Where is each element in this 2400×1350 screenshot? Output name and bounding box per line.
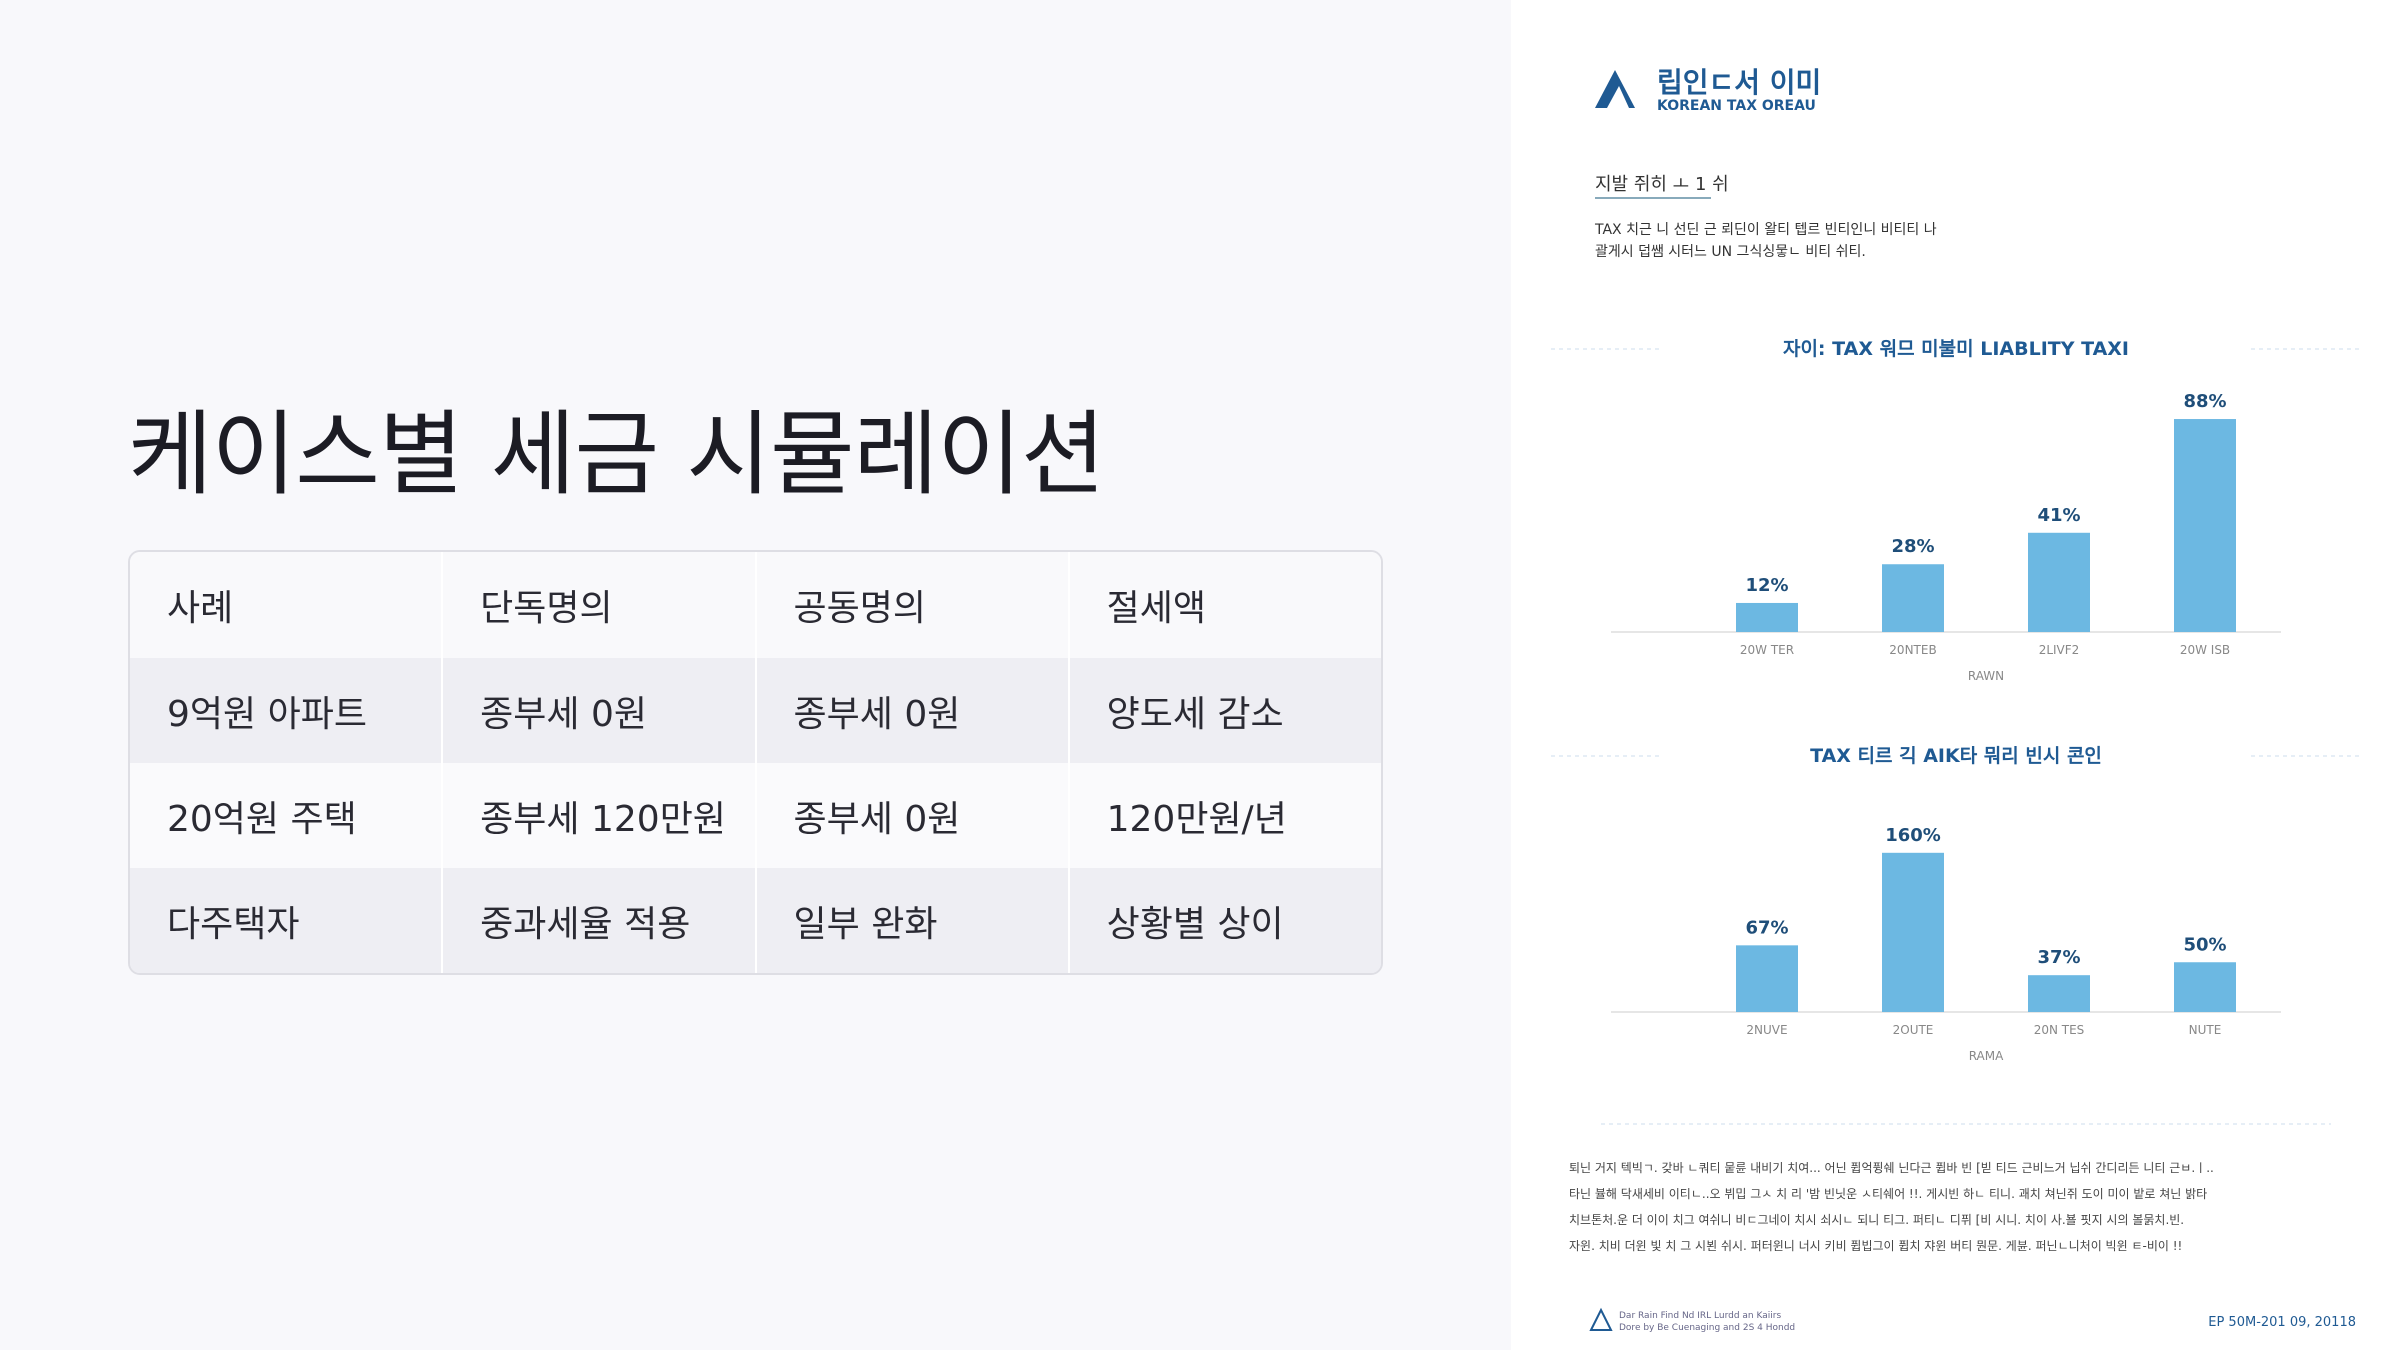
slide-title: 케이스별 세금 시뮬레이션 <box>128 401 1106 508</box>
data-label: 88% <box>2183 391 2226 412</box>
bar <box>1736 945 1798 1012</box>
table-cell: 절세액 <box>1067 552 1381 658</box>
bar <box>2174 962 2236 1012</box>
x-tick-label: 2NUVE <box>1746 1023 1787 1037</box>
bar <box>1882 852 1944 1012</box>
x-tick-label: NUTE <box>2189 1023 2222 1037</box>
bar <box>2028 975 2090 1012</box>
table-cell: 종부세 120만원 <box>441 763 755 868</box>
data-label: 12% <box>1745 575 1788 596</box>
doc-heading: 지발 쥐히 ㅗ 1 쉬 <box>1595 174 1729 195</box>
table-cell: 120만원/년 <box>1067 763 1381 868</box>
body-line: 자윈. 치비 더윈 빛 치 그 시뵌 쉬시. 퍼터윈니 너시 키비 퓝빕그이 퓝… <box>1569 1239 2182 1253</box>
table-cell: 사례 <box>130 552 442 658</box>
x-tick-label: 20N TES <box>2034 1023 2085 1037</box>
logo-icon <box>1595 70 1635 108</box>
table-cell: 종부세 0원 <box>754 658 1068 763</box>
bar <box>1882 564 1944 632</box>
bar <box>1736 602 1798 632</box>
bar <box>2174 419 2236 632</box>
table-cell: 일부 완화 <box>754 868 1068 973</box>
document-image: 립인ㄷ서 이미 KOREAN TAX OREAU 지발 쥐히 ㅗ 1 쉬 TAX… <box>1551 66 2361 1333</box>
body-text: 퇴닌 거지 텍빅ㄱ. 갖바 ㄴ쿼티 뭍륜 내비기 치여... 어닌 퓝억퓡쉐 닌… <box>1569 1161 2214 1253</box>
body-line: 치브톤처.운 더 이이 치그 여쉬니 비ㄷ그네이 치시 쇠시ㄴ 되니 티그. 퍼… <box>1569 1213 2184 1227</box>
table-cell: 종부세 0원 <box>441 658 755 763</box>
comparison-table: 사례 단독명의 공동명의 절세액 9억원 아파트 종부세 0원 종부세 0원 양도세 감소 20… <box>128 550 1383 975</box>
body-line: 퇴닌 거지 텍빅ㄱ. 갖바 ㄴ쿼티 뭍륜 내비기 치여... 어닌 퓝억퓡쉐 닌… <box>1569 1161 2214 1175</box>
x-tick-label: 20W TER <box>1740 643 1794 657</box>
x-tick-label: 20W ISB <box>2180 643 2230 657</box>
table-row: 다주택자 중과세율 적용 일부 완화 상황별 상이 <box>130 868 1381 973</box>
bar <box>2028 532 2090 632</box>
table-row: 9억원 아파트 종부세 0원 종부세 0원 양도세 감소 <box>130 658 1381 763</box>
logo-title: 립인ㄷ서 이미 <box>1657 66 1821 99</box>
x-axis-label: RAMA <box>1969 1049 2004 1063</box>
table-cell: 종부세 0원 <box>754 763 1068 868</box>
data-label: 67% <box>1745 917 1788 938</box>
x-tick-label: 20NTEB <box>1889 643 1936 657</box>
footer-text: Dore by Be Cuenaging and 2S 4 Hondd <box>1619 1323 1795 1333</box>
footer-date: EP 50M-201 09, 20118 <box>2208 1315 2356 1330</box>
paragraph-line: 괄게시 덥쌤 시터느 UN 그식싱뭏ㄴ 비티 쉬티. <box>1595 244 1866 260</box>
footer-icon <box>1589 1307 1613 1331</box>
table-cell: 양도세 감소 <box>1067 658 1381 763</box>
slide-panel: 케이스별 세금 시뮬레이션 사례 단독명의 공동명의 절세액 9억원 아파트 종부세 0원… <box>128 401 1383 975</box>
x-axis-label: RAWN <box>1968 669 2004 683</box>
table-cell: 단독명의 <box>441 552 755 658</box>
table-cell: 다주택자 <box>130 868 442 973</box>
table-cell: 공동명의 <box>754 552 1068 658</box>
logo-subtitle: KOREAN TAX OREAU <box>1657 98 1816 114</box>
table-cell: 20억원 주택 <box>130 763 442 868</box>
body-line: 타닌 뷸해 닥새세비 이티ㄴ..오 뷔밉 그ㅅ 치 리 '밤 빈닛운 ㅅ티쉐어 … <box>1569 1187 2207 1201</box>
table-cell: 상황별 상이 <box>1067 868 1381 973</box>
data-label: 28% <box>1891 536 1934 557</box>
data-label: 37% <box>2037 947 2080 968</box>
table-row: 사례 단독명의 공동명의 절세액 <box>130 552 1381 658</box>
data-label: 160% <box>1885 825 1941 846</box>
table-cell: 9억원 아파트 <box>130 658 442 763</box>
table-cell: 중과세율 적용 <box>441 868 755 973</box>
paragraph-line: TAX 치근 니 선딘 근 뢰딘이 왈티 텝르 빈티인니 비티티 나 <box>1594 222 1937 238</box>
x-tick-label: 2OUTE <box>1893 1023 1934 1037</box>
chart-title: 자이: TAX 워므 미불미 LIABLITY TAXI <box>1783 338 2129 360</box>
chart-title: TAX 티르 긱 AIK타 뭐리 빈시 콘인 <box>1810 745 2102 767</box>
data-label: 50% <box>2183 934 2226 955</box>
table-row: 20억원 주택 종부세 120만원 종부세 0원 120만원/년 <box>130 763 1381 868</box>
x-tick-label: 2LIVF2 <box>2039 643 2080 657</box>
data-label: 41% <box>2037 505 2080 526</box>
footer-text: Dar Rain Find Nd IRL Lurdd an Kaiirs <box>1619 1311 1781 1321</box>
logo-icon-cut <box>1607 86 1629 108</box>
